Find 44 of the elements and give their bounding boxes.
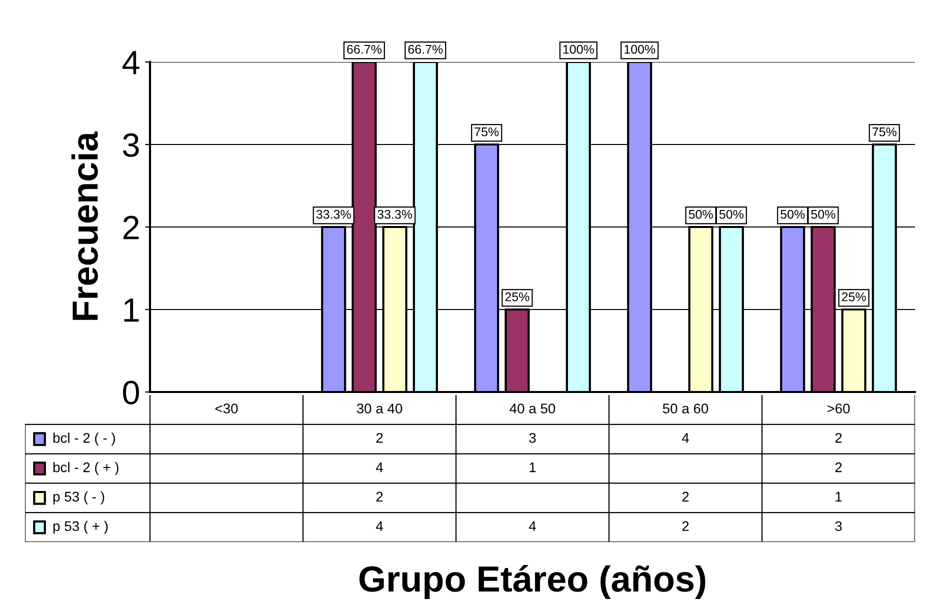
data-label: 3 bbox=[835, 521, 842, 532]
data-label: 2 bbox=[682, 521, 689, 531]
text: 100% bbox=[624, 44, 656, 54]
data-label: 1 bbox=[836, 492, 842, 502]
x-axis-title: Grupo Etáreo (años) bbox=[359, 565, 706, 599]
data-label: 2 bbox=[682, 492, 689, 502]
x-tick-label: 40 a 50 bbox=[510, 404, 556, 414]
annotation: 50% bbox=[811, 210, 836, 219]
annotation: 25% bbox=[505, 292, 530, 302]
data-label: 2 bbox=[376, 432, 383, 443]
text: 66.7% bbox=[347, 44, 382, 54]
data-label: 4 bbox=[376, 462, 383, 472]
x-tick-label: >60 bbox=[827, 404, 850, 414]
x-tick-label: 50 a 60 bbox=[662, 404, 708, 414]
annotation: 33.3% bbox=[378, 210, 412, 219]
legend-label: bcl - 2 ( + ) bbox=[53, 462, 118, 475]
annotation: 50% bbox=[688, 210, 713, 219]
legend-label: p 53 ( + ) bbox=[53, 520, 108, 534]
annotation: 75% bbox=[474, 127, 499, 136]
data-label: 4 bbox=[376, 521, 383, 531]
y-axis-title: Frecuencia bbox=[71, 131, 98, 320]
data-label: 2 bbox=[835, 462, 842, 472]
annotation: 50% bbox=[780, 210, 805, 219]
data-label: 4 bbox=[682, 433, 689, 443]
annotation: 33.3% bbox=[316, 210, 351, 219]
y-tick-label: 3 bbox=[123, 133, 139, 157]
y-tick-label: 2 bbox=[123, 216, 139, 240]
text: 66.7% bbox=[408, 44, 443, 54]
annotation: 50% bbox=[719, 210, 744, 219]
text: 100% bbox=[563, 44, 594, 54]
annotation: 25% bbox=[842, 292, 866, 302]
data-label: 2 bbox=[376, 492, 383, 502]
y-tick-label: 0 bbox=[123, 380, 139, 404]
data-label: 4 bbox=[528, 521, 536, 531]
y-tick-label: 1 bbox=[124, 298, 139, 322]
annotation: 75% bbox=[872, 127, 896, 136]
y-tick-label: 4 bbox=[122, 51, 140, 74]
legend-label: p 53 ( - ) bbox=[53, 491, 104, 504]
x-tick-label: 30 a 40 bbox=[356, 404, 402, 414]
data-label: 2 bbox=[835, 432, 842, 443]
legend-label: bcl - 2 ( - ) bbox=[53, 432, 115, 446]
data-label: 3 bbox=[529, 432, 536, 443]
data-label: 1 bbox=[530, 462, 536, 472]
x-tick-label: <30 bbox=[215, 404, 238, 414]
